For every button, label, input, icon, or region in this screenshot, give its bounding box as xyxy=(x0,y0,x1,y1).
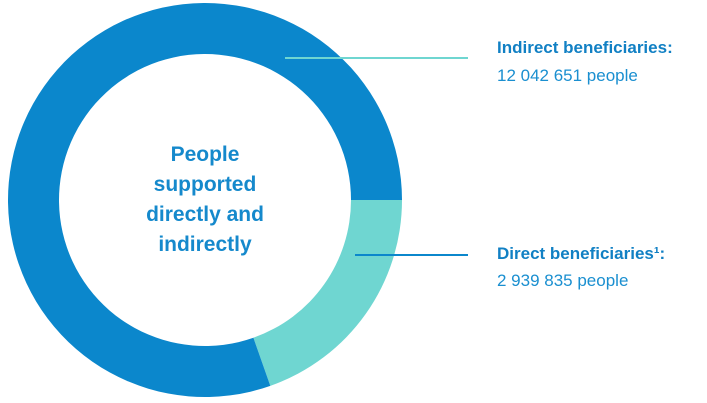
legend-label: Direct beneficiaries¹: xyxy=(497,244,665,263)
chart-title: People supported directly and indirectly xyxy=(146,143,264,256)
legend-label: Indirect beneficiaries: xyxy=(497,38,673,57)
donut-slice xyxy=(253,200,402,386)
center-title-box: People supported directly and indirectly xyxy=(146,143,264,256)
value-label: 12 042 651 people xyxy=(497,66,638,85)
value-label: 2 939 835 people xyxy=(497,271,628,290)
